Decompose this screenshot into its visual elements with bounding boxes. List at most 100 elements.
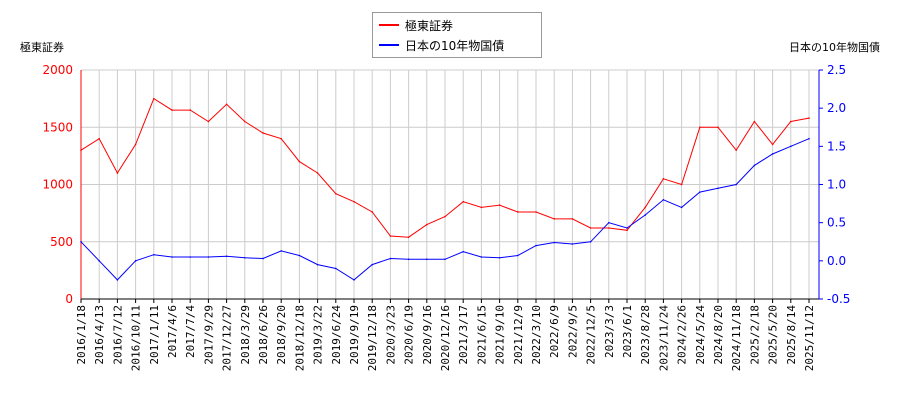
legend-swatch-blue xyxy=(379,44,399,46)
x-tick-label: 2018/9/20 xyxy=(275,305,288,365)
series-point-0 xyxy=(444,215,446,218)
series-point-0 xyxy=(98,137,100,140)
legend-item-jgb10y: 日本の10年物国債 xyxy=(379,37,504,53)
series-point-1 xyxy=(262,257,264,260)
x-tick-label: 2020/12/16 xyxy=(439,305,452,371)
x-tick-label: 2021/9/10 xyxy=(494,305,507,365)
series-point-1 xyxy=(134,260,137,262)
series-point-0 xyxy=(480,206,483,209)
x-tick-label: 2020/9/16 xyxy=(421,305,434,365)
series-point-0 xyxy=(316,172,319,174)
x-tick-label: 2022/3/10 xyxy=(530,305,543,365)
series-point-0 xyxy=(116,172,119,174)
right-axis-label: 日本の10年物国債 xyxy=(789,41,880,54)
series-point-1 xyxy=(353,279,355,281)
series-point-1 xyxy=(535,244,537,247)
series-point-0 xyxy=(589,227,592,229)
series-point-1 xyxy=(298,254,301,257)
series-point-1 xyxy=(316,263,319,266)
series-point-0 xyxy=(626,229,628,232)
series-point-0 xyxy=(608,227,610,229)
x-tick-label: 2022/6/9 xyxy=(548,305,561,358)
x-tick-label: 2021/3/17 xyxy=(457,305,470,365)
series-point-0 xyxy=(699,126,701,129)
series-point-0 xyxy=(262,132,264,134)
x-tick-label: 2016/4/13 xyxy=(93,305,106,365)
x-tick-label: 2021/12/9 xyxy=(512,305,525,365)
series-point-0 xyxy=(80,149,82,151)
left-tick-label: 2000 xyxy=(42,63,73,77)
x-tick-label: 2020/6/19 xyxy=(403,305,416,365)
series-point-1 xyxy=(608,221,610,224)
left-tick-label: 500 xyxy=(50,235,73,249)
x-tick-label: 2018/12/18 xyxy=(293,305,306,371)
x-tick-label: 2016/7/12 xyxy=(111,305,124,365)
legend: 極東証券 日本の10年物国債 xyxy=(372,12,542,58)
series-point-1 xyxy=(662,198,665,201)
x-tick-label: 2019/3/22 xyxy=(312,305,325,365)
series-point-1 xyxy=(808,137,810,140)
series-point-1 xyxy=(790,145,792,148)
series-point-0 xyxy=(662,177,665,180)
series-point-0 xyxy=(680,183,683,186)
series-point-0 xyxy=(371,211,374,213)
series-point-0 xyxy=(771,143,774,146)
right-tick-label: 0.5 xyxy=(827,216,846,230)
x-tick-label: 2024/11/18 xyxy=(730,305,743,371)
x-tick-label: 2024/5/24 xyxy=(694,305,707,365)
right-tick-label: 0.0 xyxy=(827,254,846,268)
legend-swatch-red xyxy=(379,24,399,26)
series-point-1 xyxy=(771,153,774,155)
series-point-1 xyxy=(553,241,555,244)
x-tick-label: 2024/8/20 xyxy=(712,305,725,365)
x-tick-label: 2019/12/18 xyxy=(366,305,379,371)
series-point-0 xyxy=(644,206,646,209)
right-tick-label: -0.5 xyxy=(827,292,850,306)
x-tick-label: 2018/3/29 xyxy=(239,305,252,365)
series-point-0 xyxy=(280,137,283,140)
x-tick-label: 2017/4/6 xyxy=(166,305,179,358)
series-point-0 xyxy=(571,218,574,220)
series-point-0 xyxy=(735,149,737,151)
series-point-0 xyxy=(207,120,210,123)
series-point-0 xyxy=(808,117,810,119)
series-point-1 xyxy=(371,263,374,266)
series-point-1 xyxy=(280,250,283,252)
right-tick-label: 2.5 xyxy=(827,63,846,77)
series-point-0 xyxy=(717,126,719,129)
x-tick-label: 2025/11/12 xyxy=(803,305,816,371)
series-point-1 xyxy=(426,258,428,261)
legend-label: 極東証券 xyxy=(405,18,454,33)
right-tick-label: 2.0 xyxy=(827,101,846,115)
left-axis-label: 極東証券 xyxy=(20,41,64,54)
x-tick-label: 2022/9/5 xyxy=(566,305,579,358)
series-point-0 xyxy=(790,120,792,123)
series-point-0 xyxy=(134,143,137,146)
series-point-1 xyxy=(462,250,465,253)
series-point-1 xyxy=(171,256,173,258)
x-tick-label: 2022/12/5 xyxy=(585,305,598,365)
series-point-1 xyxy=(153,253,155,256)
series-point-0 xyxy=(498,204,501,206)
x-tick-label: 2017/12/27 xyxy=(221,305,234,371)
legend-label: 日本の10年物国債 xyxy=(405,38,505,53)
x-tick-label: 2025/8/14 xyxy=(785,305,798,365)
series-point-1 xyxy=(717,187,719,190)
series-point-1 xyxy=(735,183,737,186)
series-point-1 xyxy=(189,256,191,258)
series-point-1 xyxy=(517,254,519,257)
x-tick-label: 2020/3/23 xyxy=(384,305,397,365)
series-point-1 xyxy=(116,279,119,281)
x-tick-label: 2019/9/19 xyxy=(348,305,361,365)
series-point-0 xyxy=(353,200,355,203)
x-tick-label: 2019/6/24 xyxy=(330,305,343,365)
series-point-1 xyxy=(480,256,483,258)
series-point-1 xyxy=(407,258,410,261)
series-point-0 xyxy=(153,97,155,100)
series-point-1 xyxy=(589,240,592,243)
series-point-0 xyxy=(171,109,173,111)
series-point-1 xyxy=(244,256,246,259)
series-point-1 xyxy=(753,164,756,167)
